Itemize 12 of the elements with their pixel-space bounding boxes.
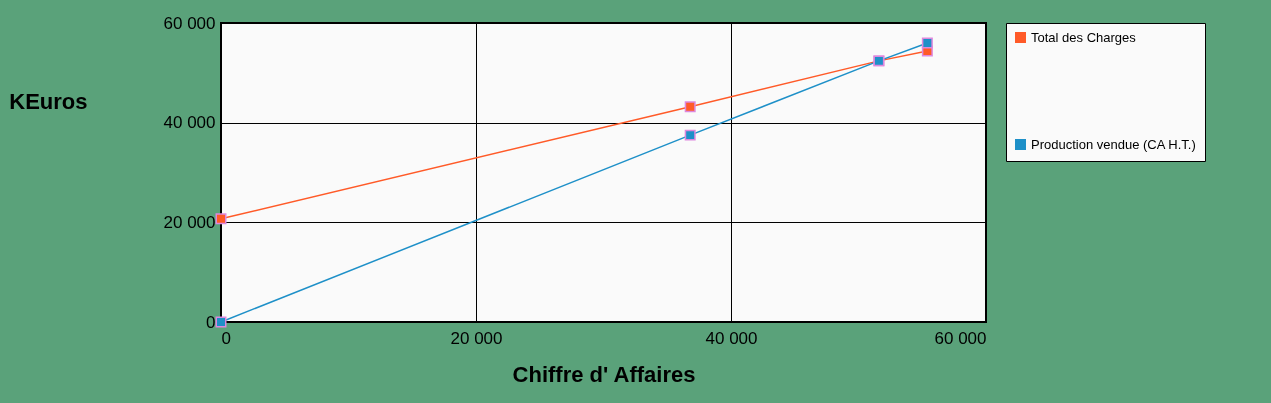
x-tick-label: 40 000 [705,328,758,348]
y-tick-label: 20 000 [163,212,216,232]
y-tick-label: 40 000 [163,113,216,133]
x-axis-title: Chiffre d' Affaires [512,361,696,387]
x-tick-label: 0 [221,328,231,348]
legend-label: Production vendue (CA H.T.) [1031,136,1196,152]
legend-label: Total des Charges [1031,29,1137,45]
y-axis-title: KEuros [9,88,88,114]
x-tick-label: 20 000 [450,328,503,348]
x-tick-label: 60 000 [934,328,987,348]
y-tick-label: 0 [206,312,216,332]
y-tick-label: 60 000 [163,13,216,33]
